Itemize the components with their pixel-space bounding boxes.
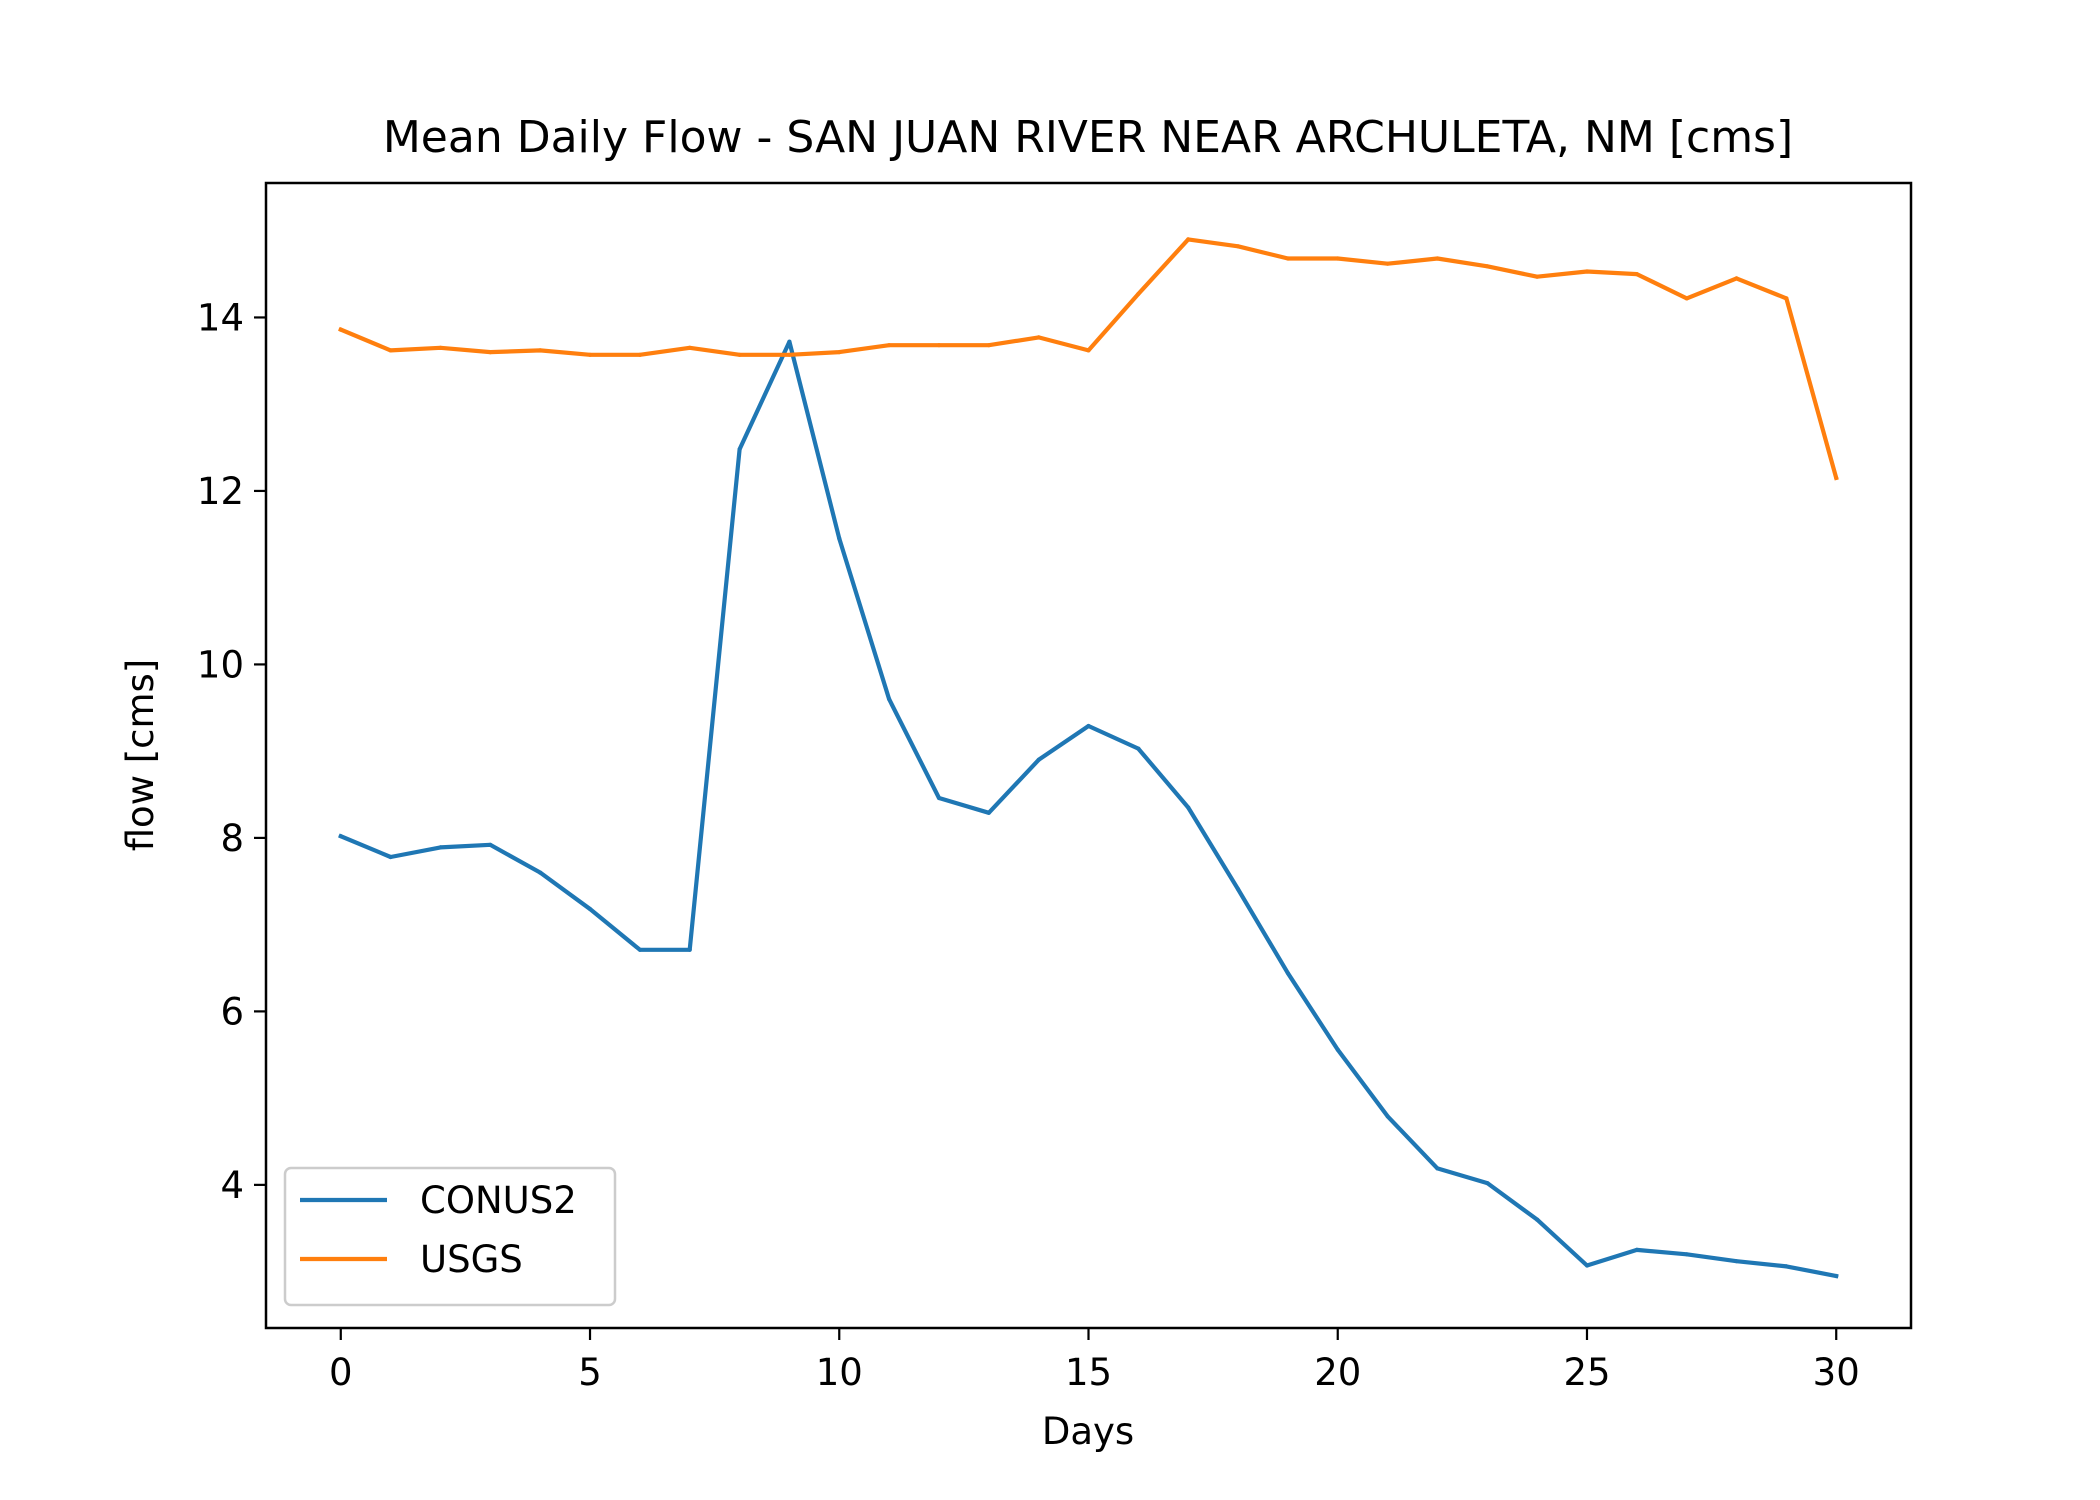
data-point-usgs xyxy=(1734,276,1739,281)
data-point-conus2 xyxy=(1734,1259,1739,1264)
data-point-usgs xyxy=(1036,335,1041,340)
data-point-usgs xyxy=(1634,272,1639,277)
data-point-conus2 xyxy=(737,447,742,452)
data-point-usgs xyxy=(936,343,942,348)
data-point-usgs xyxy=(438,345,443,350)
data-point-usgs xyxy=(1684,296,1689,301)
legend-label-conus2: CONUS2 xyxy=(420,1179,577,1222)
data-point-conus2 xyxy=(1584,1263,1590,1268)
data-point-conus2 xyxy=(1186,805,1191,810)
x-tick-label: 0 xyxy=(329,1351,353,1394)
x-tick-label: 15 xyxy=(1065,1351,1112,1394)
data-point-conus2 xyxy=(1684,1252,1689,1257)
y-axis-ticks: 4 6 8 10 12 14 xyxy=(197,296,266,1207)
data-point-conus2 xyxy=(986,810,991,815)
data-point-usgs xyxy=(1186,237,1191,242)
x-axis-label: Days xyxy=(1042,1410,1134,1453)
x-tick-label: 25 xyxy=(1563,1351,1610,1394)
data-point-usgs xyxy=(1086,348,1091,353)
data-point-usgs xyxy=(1435,256,1440,261)
data-point-usgs xyxy=(1834,475,1839,480)
legend-box xyxy=(283,1166,617,1307)
data-point-usgs xyxy=(338,327,343,332)
data-point-conus2 xyxy=(1036,757,1041,762)
data-point-conus2 xyxy=(1285,971,1290,976)
data-point-usgs xyxy=(687,345,692,350)
data-point-conus2 xyxy=(936,795,942,801)
y-tick-label: 12 xyxy=(197,470,244,513)
data-point-conus2 xyxy=(1784,1264,1789,1269)
data-point-conus2 xyxy=(538,870,543,875)
x-tick-label: 20 xyxy=(1314,1351,1361,1394)
data-point-conus2 xyxy=(388,854,393,860)
data-point-usgs xyxy=(1335,256,1340,261)
data-point-conus2 xyxy=(1535,1217,1540,1222)
data-point-usgs xyxy=(488,350,493,355)
data-point-conus2 xyxy=(837,536,842,541)
data-point-conus2 xyxy=(787,339,792,344)
data-point-usgs xyxy=(1136,291,1141,297)
data-point-usgs xyxy=(388,348,393,353)
data-point-usgs xyxy=(637,352,643,357)
data-point-conus2 xyxy=(637,947,643,952)
x-tick-label: 10 xyxy=(816,1351,863,1394)
legend: CONUS2 USGS xyxy=(283,1166,617,1307)
data-point-conus2 xyxy=(1834,1273,1839,1279)
data-point-usgs xyxy=(538,348,543,353)
data-point-usgs xyxy=(1485,264,1490,269)
data-point-usgs xyxy=(837,350,842,355)
x-axis-ticks: 0 5 10 15 20 25 30 xyxy=(329,1328,1860,1394)
x-tick-label: 30 xyxy=(1813,1351,1860,1394)
data-point-conus2 xyxy=(488,842,493,847)
data-point-usgs xyxy=(986,343,991,348)
data-point-conus2 xyxy=(1136,746,1141,751)
y-tick-label: 14 xyxy=(197,296,244,339)
data-point-conus2 xyxy=(1385,1114,1390,1119)
data-point-conus2 xyxy=(1634,1247,1639,1252)
data-point-conus2 xyxy=(338,834,343,839)
data-point-usgs xyxy=(1535,274,1540,279)
chart-title: Mean Daily Flow - SAN JUAN RIVER NEAR AR… xyxy=(383,112,1793,163)
y-axis-label: flow [cms] xyxy=(119,659,162,852)
legend-label-usgs: USGS xyxy=(420,1238,523,1281)
data-point-usgs xyxy=(737,352,742,357)
data-point-conus2 xyxy=(587,906,593,912)
data-point-usgs xyxy=(787,352,792,357)
data-point-conus2 xyxy=(687,947,692,952)
data-point-usgs xyxy=(1584,269,1590,274)
y-tick-label: 4 xyxy=(220,1164,244,1207)
x-tick-label: 5 xyxy=(578,1351,602,1394)
data-point-conus2 xyxy=(1485,1181,1490,1186)
data-point-conus2 xyxy=(1086,723,1091,729)
data-point-usgs xyxy=(887,343,892,348)
series-layer xyxy=(338,237,1839,1279)
data-point-conus2 xyxy=(1235,887,1241,892)
y-tick-label: 6 xyxy=(220,990,244,1033)
data-point-conus2 xyxy=(1335,1047,1340,1052)
data-point-usgs xyxy=(587,352,593,357)
data-point-conus2 xyxy=(1435,1166,1440,1171)
data-point-usgs xyxy=(1285,256,1290,261)
data-point-usgs xyxy=(1385,261,1390,266)
data-point-conus2 xyxy=(438,845,443,850)
data-point-usgs xyxy=(1235,244,1241,249)
y-tick-label: 10 xyxy=(197,643,244,686)
y-tick-label: 8 xyxy=(220,817,244,860)
data-point-conus2 xyxy=(887,697,892,702)
data-point-usgs xyxy=(1784,296,1789,301)
